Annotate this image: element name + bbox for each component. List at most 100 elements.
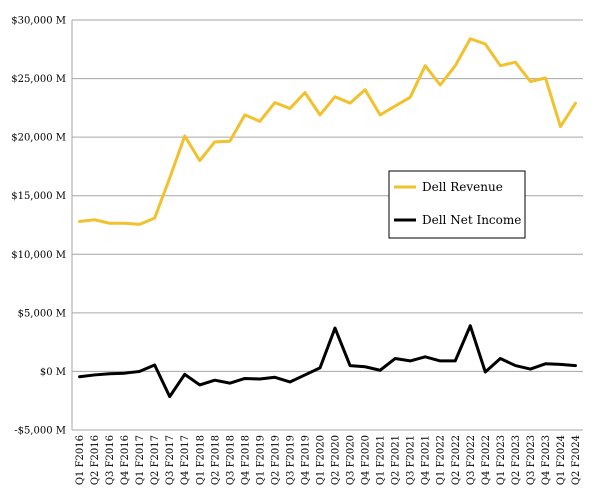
- x-tick-label: Q1 F2021: [376, 435, 387, 485]
- data-point: [559, 363, 562, 366]
- x-tick-label: Q4 F2020: [361, 435, 372, 485]
- y-tick-label: $0 M: [40, 367, 66, 378]
- x-tick-label: Q4 F2017: [180, 435, 191, 485]
- data-point: [258, 378, 261, 381]
- x-tick-label: Q4 F2022: [481, 435, 492, 485]
- data-point: [153, 216, 156, 219]
- data-point: [439, 359, 442, 362]
- x-tick-label: Q2 F2017: [150, 435, 161, 485]
- data-point: [349, 102, 352, 105]
- data-point: [484, 43, 487, 46]
- x-tick-label: Q1 F2022: [436, 435, 447, 485]
- y-tick-label: $15,000 M: [11, 191, 66, 202]
- x-tick-label: Q3 F2021: [406, 435, 417, 485]
- data-point: [439, 84, 442, 87]
- x-tick-label: Q2 F2016: [90, 435, 101, 485]
- data-point: [574, 102, 577, 105]
- data-point: [198, 159, 201, 162]
- y-axis-tick-labels: -$5,000 M $0 M $5,000 M $10,000 M $15,000 M $…: [11, 16, 66, 437]
- data-point: [123, 372, 126, 375]
- y-tick-label: $20,000 M: [11, 133, 66, 144]
- data-point: [379, 113, 382, 116]
- data-point: [379, 369, 382, 372]
- data-point: [198, 383, 201, 386]
- y-tick-label: $5,000 M: [18, 308, 66, 319]
- x-tick-label: Q3 F2016: [105, 435, 116, 485]
- x-tick-label: Q1 F2016: [75, 435, 86, 485]
- data-point: [123, 222, 126, 225]
- data-point: [303, 91, 306, 94]
- data-point: [394, 105, 397, 108]
- x-tick-label: Q1 F2017: [135, 435, 146, 485]
- data-point: [93, 373, 96, 376]
- data-point: [168, 395, 171, 398]
- data-point: [544, 362, 547, 365]
- data-point: [514, 61, 517, 64]
- data-point: [138, 223, 141, 226]
- legend-label: Dell Net Income: [422, 213, 521, 227]
- x-tick-label: Q2 F2024: [571, 435, 582, 485]
- data-point: [303, 373, 306, 376]
- legend-label: Dell Revenue: [422, 180, 503, 194]
- data-point: [499, 64, 502, 67]
- data-point: [168, 177, 171, 180]
- x-tick-label: Q4 F2019: [300, 435, 311, 485]
- data-point: [469, 37, 472, 40]
- x-tick-label: Q1 F2020: [315, 435, 326, 485]
- x-tick-label: Q2 F2022: [451, 435, 462, 485]
- data-point: [544, 76, 547, 79]
- x-tick-label: Q3 F2019: [285, 435, 296, 485]
- data-point: [424, 64, 427, 67]
- data-point: [454, 64, 457, 67]
- data-point: [334, 95, 337, 98]
- data-point: [364, 365, 367, 368]
- x-tick-label: Q2 F2020: [331, 435, 342, 485]
- y-tick-label: $25,000 M: [11, 74, 66, 85]
- x-tick-label: Q3 F2020: [346, 435, 357, 485]
- data-point: [409, 96, 412, 99]
- x-axis-tick-labels: Q1 F2016 Q2 F2016 Q3 F2016 Q4 F2016 Q1 F2017…: [75, 435, 582, 485]
- legend: Dell Revenue Dell Net Income: [388, 170, 526, 239]
- x-tick-label: Q4 F2016: [120, 435, 131, 485]
- x-tick-label: Q1 F2024: [556, 435, 567, 485]
- data-point: [529, 368, 532, 371]
- data-point: [213, 379, 216, 382]
- x-tick-label: Q3 F2017: [165, 435, 176, 485]
- data-point: [499, 357, 502, 360]
- data-point: [273, 376, 276, 379]
- x-tick-label: Q3 F2023: [526, 435, 537, 485]
- x-tick-label: Q4 F2021: [421, 435, 432, 485]
- data-point: [514, 364, 517, 367]
- y-tick-label: $10,000 M: [11, 250, 66, 261]
- x-tick-label: Q2 F2018: [210, 435, 221, 485]
- data-point: [108, 222, 111, 225]
- data-point: [318, 113, 321, 116]
- data-point: [243, 113, 246, 116]
- data-point: [273, 101, 276, 104]
- data-point: [288, 380, 291, 383]
- data-point: [484, 371, 487, 374]
- y-tick-label: -$5,000 M: [14, 426, 66, 437]
- series-line: [78, 324, 577, 399]
- x-tick-label: Q1 F2018: [195, 435, 206, 485]
- data-point: [574, 364, 577, 367]
- x-tick-label: Q2 F2021: [391, 435, 402, 485]
- x-tick-label: Q3 F2022: [466, 435, 477, 485]
- data-point: [409, 359, 412, 362]
- x-tick-label: Q1 F2019: [255, 435, 266, 485]
- data-point: [93, 218, 96, 221]
- data-point: [228, 382, 231, 385]
- data-point: [183, 373, 186, 376]
- data-point: [454, 359, 457, 362]
- data-point: [469, 324, 472, 327]
- data-point: [349, 364, 352, 367]
- data-point: [153, 363, 156, 366]
- y-tick-label: $30,000 M: [11, 16, 66, 27]
- data-point: [394, 357, 397, 360]
- data-point: [213, 140, 216, 143]
- data-point: [364, 88, 367, 91]
- x-tick-label: Q1 F2023: [496, 435, 507, 485]
- series-line: [78, 37, 577, 226]
